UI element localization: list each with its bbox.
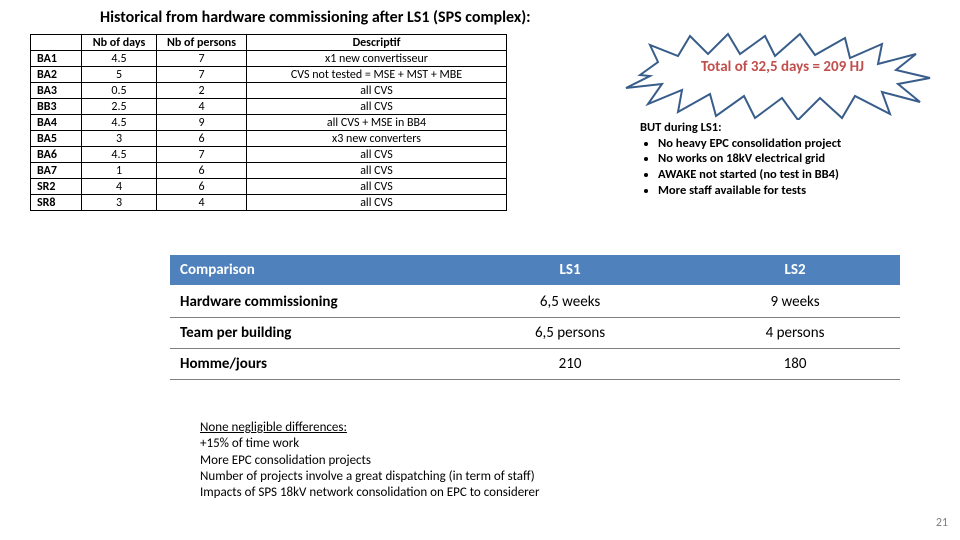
row-days: 4.5: [82, 115, 157, 131]
row-persons: 4: [157, 99, 247, 115]
row-label: BA5: [31, 131, 82, 147]
row-desc: x1 new convertisseur: [247, 51, 507, 67]
but-note: BUT during LS1: No heavy EPC consolidati…: [640, 120, 940, 198]
row-desc: all CVS: [247, 195, 507, 211]
total-text: Total of 32,5 days = 209 HJ: [665, 58, 900, 76]
table-row: BA536x3 new converters: [31, 131, 507, 147]
cmp-ls1: 6,5 weeks: [450, 286, 690, 318]
cmp-ls2: 9 weeks: [690, 286, 900, 318]
comparison-table: Comparison LS1 LS2 Hardware commissionin…: [170, 255, 900, 380]
row-persons: 7: [157, 51, 247, 67]
table-row: BA44.59all CVS + MSE in BB4: [31, 115, 507, 131]
row-persons: 7: [157, 147, 247, 163]
but-item: AWAKE not started (no test in BB4): [658, 167, 940, 183]
notes-line: Number of projects involve a great dispa…: [200, 469, 535, 484]
row-desc: all CVS + MSE in BB4: [247, 115, 507, 131]
cmp-ls2: 4 persons: [690, 318, 900, 349]
cmp-row: Homme/jours210180: [170, 349, 900, 380]
cmp-h2: LS2: [690, 255, 900, 286]
cmp-h1: LS1: [450, 255, 690, 286]
th-days: Nb of days: [82, 35, 157, 51]
but-item: More staff available for tests: [658, 183, 940, 199]
row-desc: all CVS: [247, 83, 507, 99]
row-persons: 6: [157, 131, 247, 147]
row-label: BA6: [31, 147, 82, 163]
but-item: No works on 18kV electrical grid: [658, 151, 940, 167]
row-label: BA2: [31, 67, 82, 83]
notes-line: More EPC consolidation projects: [200, 453, 371, 468]
row-days: 2.5: [82, 99, 157, 115]
th-persons: Nb of persons: [157, 35, 247, 51]
total-callout: Total of 32,5 days = 209 HJ: [620, 40, 940, 110]
row-persons: 4: [157, 195, 247, 211]
table-row: BA64.57all CVS: [31, 147, 507, 163]
row-label: SR8: [31, 195, 82, 211]
row-desc: all CVS: [247, 99, 507, 115]
historical-table: Nb of days Nb of persons Descriptif BA14…: [30, 34, 507, 211]
row-label: BB3: [31, 99, 82, 115]
row-days: 5: [82, 67, 157, 83]
cmp-label: Homme/jours: [170, 349, 450, 380]
row-persons: 6: [157, 163, 247, 179]
row-label: BA3: [31, 83, 82, 99]
row-days: 0.5: [82, 83, 157, 99]
table-row: BA716all CVS: [31, 163, 507, 179]
row-label: BA1: [31, 51, 82, 67]
cmp-label: Team per building: [170, 318, 450, 349]
row-days: 3: [82, 195, 157, 211]
row-label: BA4: [31, 115, 82, 131]
starburst-icon: [626, 34, 930, 120]
notes-line: Impacts of SPS 18kV network consolidatio…: [200, 485, 540, 500]
row-desc: all CVS: [247, 179, 507, 195]
differences-note: None negligible differences: +15% of tim…: [200, 420, 540, 501]
cmp-ls1: 6,5 persons: [450, 318, 690, 349]
table-row: SR246all CVS: [31, 179, 507, 195]
row-desc: all CVS: [247, 147, 507, 163]
cmp-label: Hardware commissioning: [170, 286, 450, 318]
row-days: 4: [82, 179, 157, 195]
table-row: BB32.54all CVS: [31, 99, 507, 115]
row-days: 4.5: [82, 51, 157, 67]
table-row: BA257CVS not tested = MSE + MST + MBE: [31, 67, 507, 83]
row-days: 3: [82, 131, 157, 147]
row-label: SR2: [31, 179, 82, 195]
row-desc: CVS not tested = MSE + MST + MBE: [247, 67, 507, 83]
notes-lead: None negligible differences:: [200, 420, 347, 435]
th-desc: Descriptif: [247, 35, 507, 51]
row-days: 1: [82, 163, 157, 179]
but-lead: BUT during LS1:: [640, 120, 940, 136]
row-persons: 6: [157, 179, 247, 195]
row-desc: all CVS: [247, 163, 507, 179]
but-item: No heavy EPC consolidation project: [658, 136, 940, 152]
row-days: 4.5: [82, 147, 157, 163]
cmp-ls1: 210: [450, 349, 690, 380]
cmp-h0: Comparison: [170, 255, 450, 286]
notes-line: +15% of time work: [200, 436, 299, 451]
row-persons: 2: [157, 83, 247, 99]
table-row: SR834all CVS: [31, 195, 507, 211]
table-row: BA14.57x1 new convertisseur: [31, 51, 507, 67]
row-persons: 7: [157, 67, 247, 83]
row-persons: 9: [157, 115, 247, 131]
table-row: BA30.52all CVS: [31, 83, 507, 99]
row-label: BA7: [31, 163, 82, 179]
cmp-row: Hardware commissioning6,5 weeks9 weeks: [170, 286, 900, 318]
page-number: 21: [936, 516, 948, 530]
cmp-ls2: 180: [690, 349, 900, 380]
th-blank: [31, 35, 82, 51]
row-desc: x3 new converters: [247, 131, 507, 147]
page-title: Historical from hardware commissioning a…: [100, 8, 531, 27]
cmp-row: Team per building6,5 persons4 persons: [170, 318, 900, 349]
